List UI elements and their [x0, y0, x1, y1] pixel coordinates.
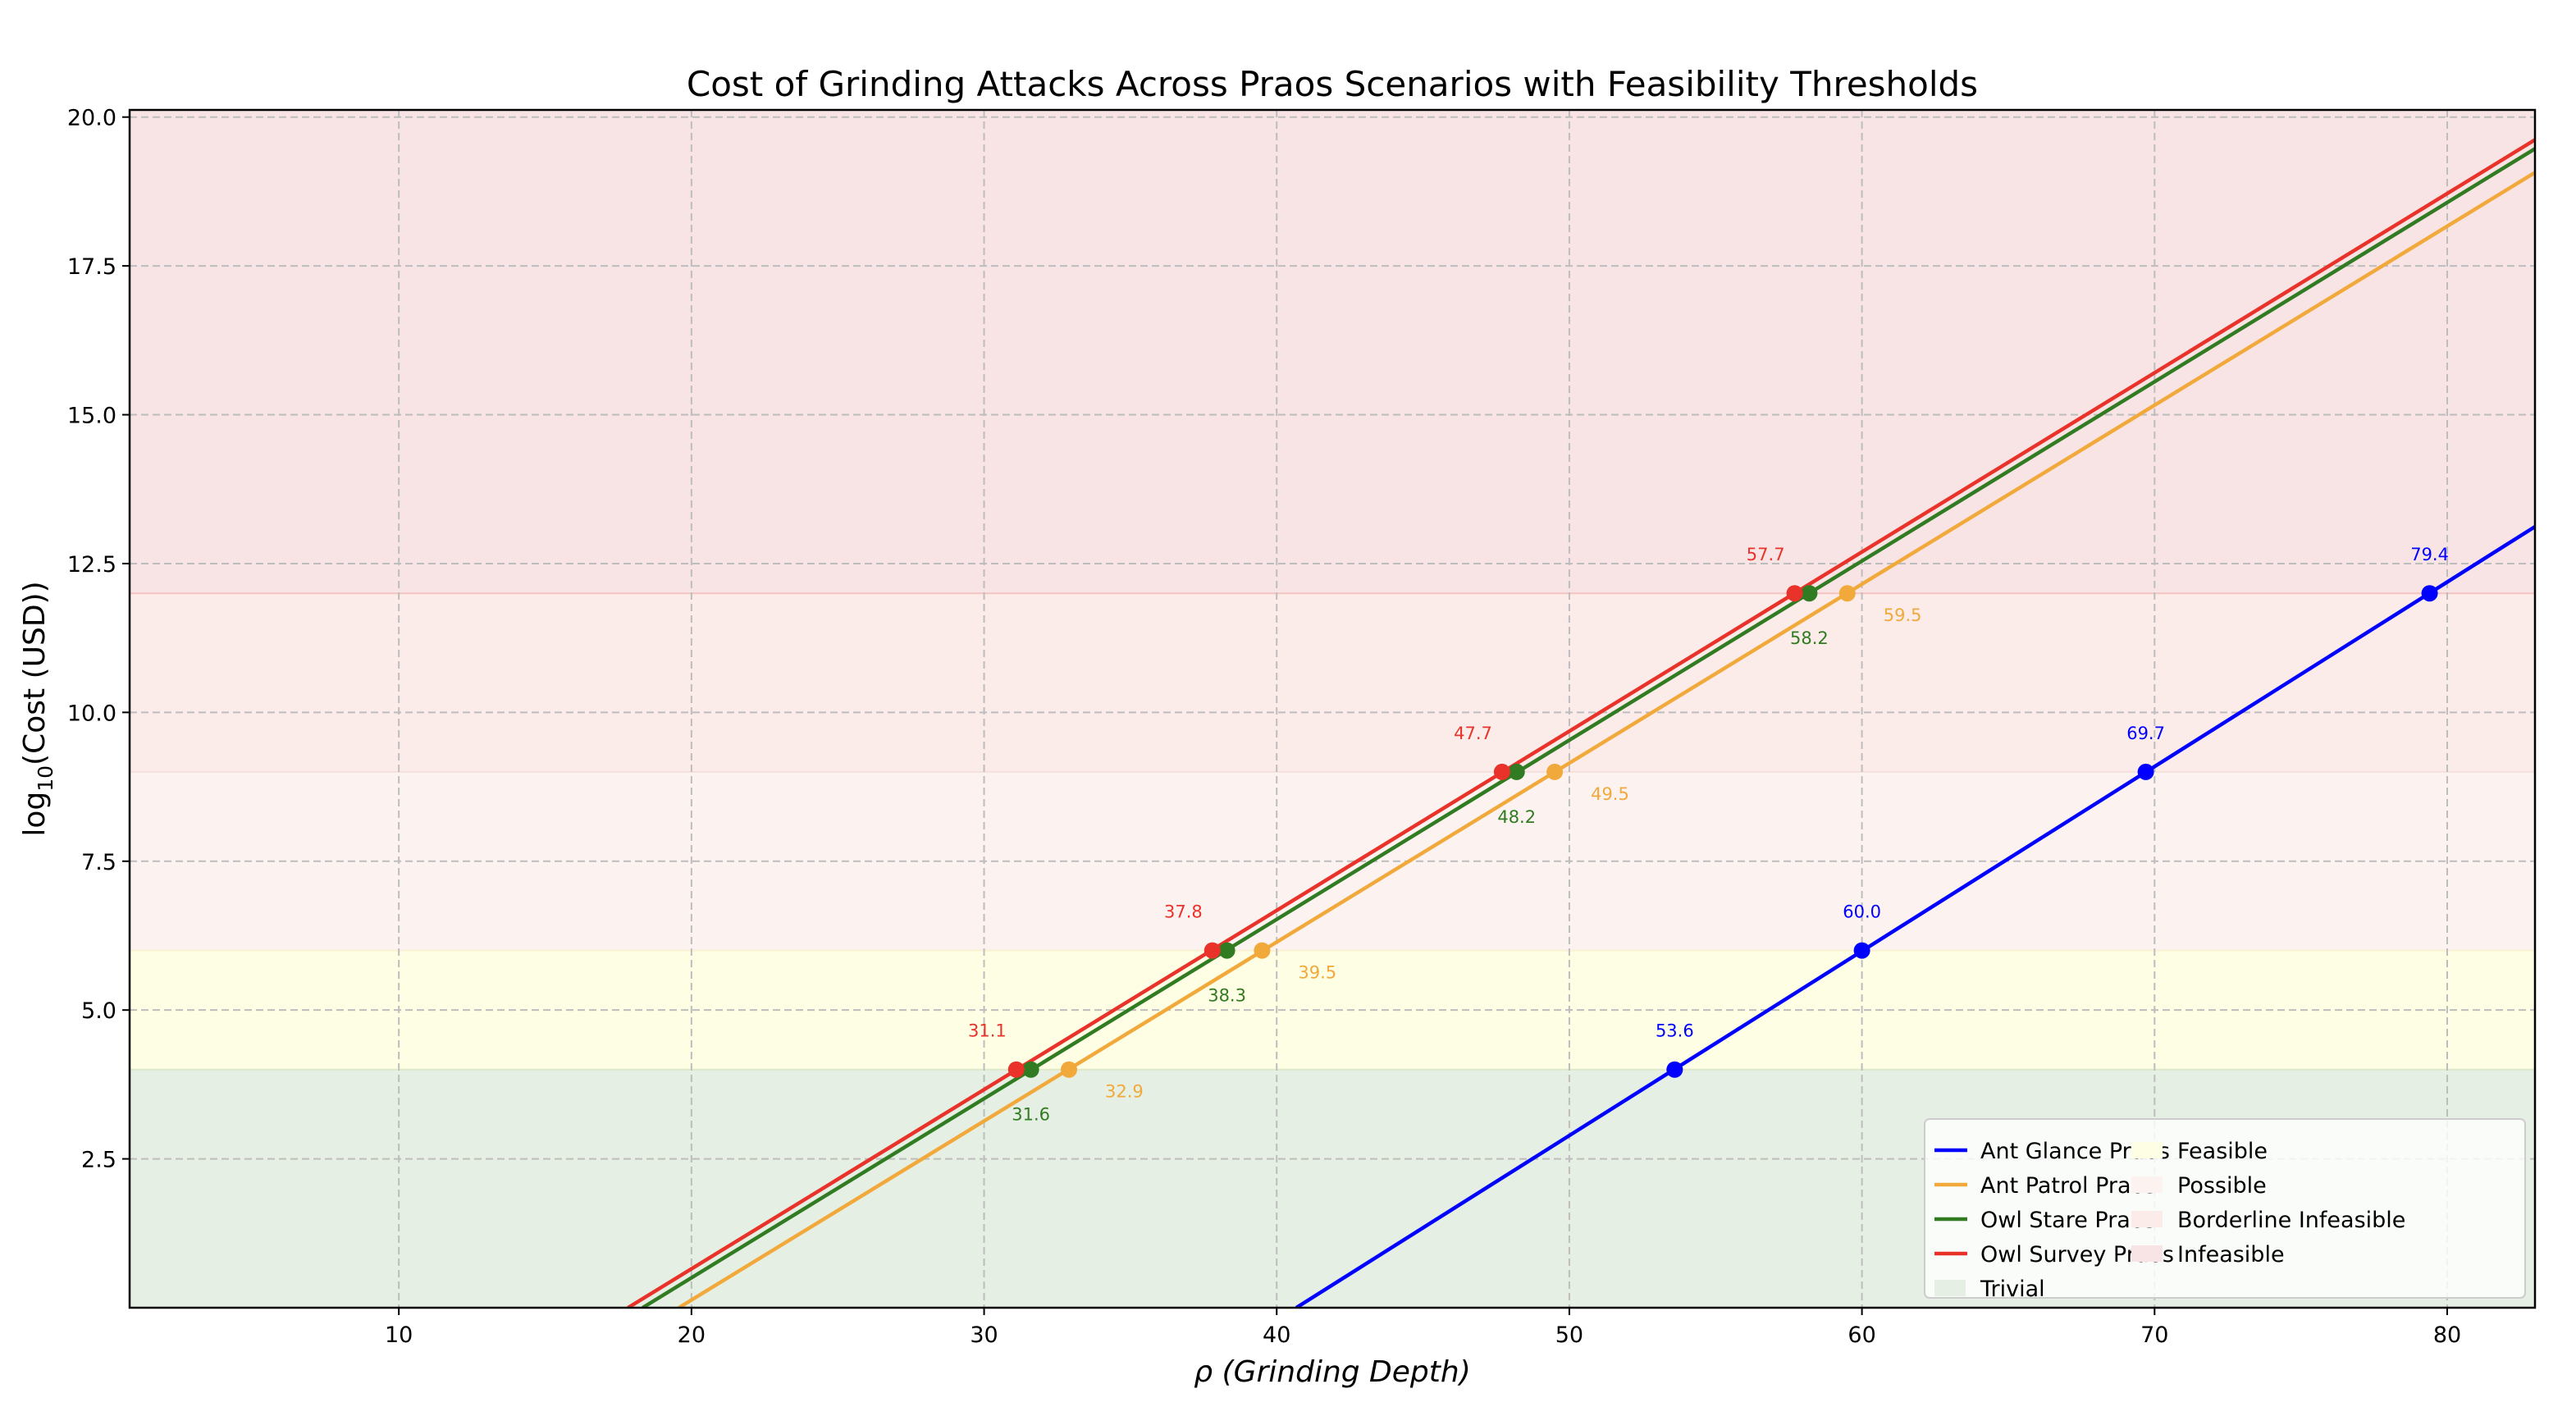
legend-label: Ant Patrol Praos: [1980, 1173, 2156, 1199]
x-tick-label: 20: [678, 1322, 706, 1348]
legend-label: Owl Stare Praos: [1980, 1208, 2155, 1233]
region-infeasible: [130, 110, 2535, 594]
x-tick-label: 80: [2433, 1322, 2461, 1348]
data-point: [1546, 763, 1564, 780]
legend-label: Trivial: [1980, 1277, 2045, 1302]
data-label: 31.6: [1012, 1105, 1050, 1125]
data-point: [1007, 1061, 1025, 1078]
data-label: 38.3: [1208, 986, 1246, 1006]
series-line-ant-glance-praos: [1295, 525, 2535, 1308]
data-label: 39.5: [1298, 963, 1336, 983]
axis-ticks: 10 20 30 40 50 60 70 80 2.5 5.0 7.5 10.0 12.5 15.0 17.…: [67, 106, 2461, 1348]
y-tick-label: 7.5: [81, 850, 116, 875]
legend-swatch: [2131, 1245, 2163, 1262]
data-point: [1801, 585, 1818, 602]
data-label: 48.2: [1497, 807, 1536, 827]
legend-label: Infeasible: [2177, 1242, 2285, 1268]
y-axis-label: log10(Cost (USD)): [18, 581, 57, 836]
data-point: [1666, 1061, 1683, 1078]
data-point: [1838, 585, 1856, 602]
legend-box: [1924, 1118, 2526, 1299]
data-label: 59.5: [1884, 605, 1922, 625]
x-tick-label: 50: [1555, 1322, 1583, 1348]
data-point: [1060, 1061, 1077, 1078]
legend-label: Borderline Infeasible: [2177, 1208, 2405, 1233]
x-tick-label: 30: [970, 1322, 998, 1348]
data-label: 69.7: [2126, 724, 2165, 743]
data-point: [1493, 763, 1510, 780]
data-label: 47.7: [1454, 724, 1492, 743]
series-points: 53.6 60.0 69.7 79.4 32.9 39.5 49.5 59.5 31.6 38.3…: [968, 545, 2449, 1125]
x-tick-label: 10: [385, 1322, 413, 1348]
legend-swatch: [2131, 1142, 2163, 1158]
feasibility-regions: [130, 110, 2535, 1308]
data-point: [2421, 585, 2438, 602]
y-tick-label: 20.0: [67, 106, 116, 131]
data-label: 58.2: [1790, 628, 1829, 648]
y-tick-label: 12.5: [67, 552, 116, 578]
data-label: 57.7: [1747, 545, 1785, 564]
legend-swatch: [1934, 1280, 1966, 1296]
data-point: [1022, 1061, 1039, 1078]
x-axis-label: ρ (Grinding Depth): [1194, 1355, 1471, 1389]
y-tick-label: 5.0: [81, 998, 116, 1024]
y-tick-label: 15.0: [67, 404, 116, 429]
y-tick-label: 10.0: [67, 701, 116, 726]
legend-label: Feasible: [2177, 1139, 2268, 1164]
series-line-owl-stare-praos: [642, 147, 2535, 1308]
series-line-owl-survey-praos: [627, 138, 2535, 1308]
legend-label: Possible: [2177, 1173, 2267, 1199]
legend-swatch: [2131, 1176, 2163, 1193]
legend-swatch: [2131, 1211, 2163, 1227]
data-label: 53.6: [1656, 1021, 1694, 1041]
series-line-ant-patrol-praos: [678, 171, 2535, 1308]
data-point: [1853, 942, 1870, 959]
y-tick-label: 17.5: [67, 254, 116, 280]
x-tick-label: 60: [1848, 1322, 1875, 1348]
data-label: 32.9: [1105, 1082, 1144, 1102]
data-label: 79.4: [2410, 545, 2449, 564]
data-label: 49.5: [1591, 784, 1629, 804]
data-point: [1508, 763, 1525, 780]
data-point: [1218, 942, 1235, 959]
data-point: [2137, 763, 2154, 780]
chart-title: Cost of Grinding Attacks Across Praos Sc…: [687, 64, 1978, 104]
data-point: [1786, 585, 1803, 602]
data-point: [1204, 942, 1221, 959]
x-tick-label: 70: [2140, 1322, 2168, 1348]
data-label: 60.0: [1843, 902, 1881, 922]
series-lines: [627, 138, 2535, 1308]
data-label: 37.8: [1164, 902, 1203, 922]
region-borderline-infeasible: [130, 593, 2535, 772]
data-label: 31.1: [968, 1021, 1007, 1041]
y-tick-label: 2.5: [81, 1148, 116, 1173]
data-point: [1254, 942, 1271, 959]
x-tick-label: 40: [1263, 1322, 1290, 1348]
plot-frame: [128, 108, 2537, 1309]
